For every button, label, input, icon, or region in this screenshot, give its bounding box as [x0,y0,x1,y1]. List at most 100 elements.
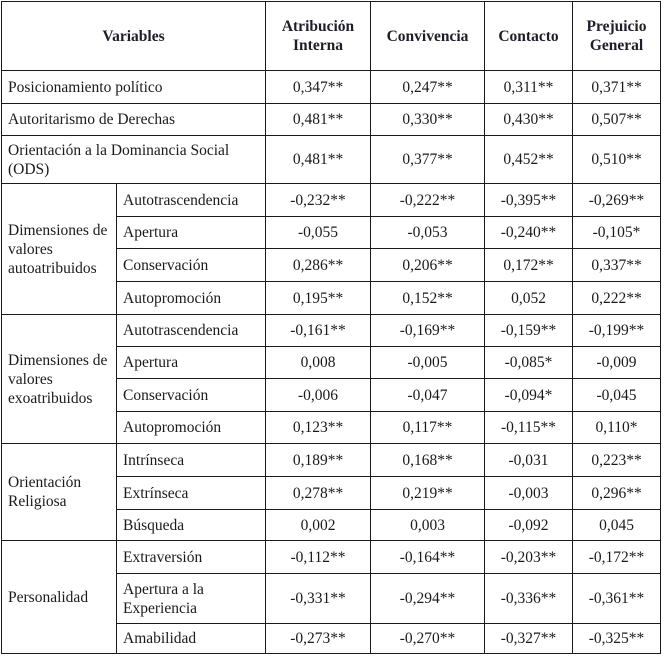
cell-value: -0,294** [370,573,485,624]
table-row: Autoritarismo de Derechas 0,481** 0,330*… [1,103,661,136]
cell-value: -0,161** [265,314,371,347]
header-convivencia: Convivencia [370,1,485,71]
cell-value: 0,452** [484,135,573,184]
cell-value: 0,002 [265,509,371,541]
header-line: Atribución [281,18,355,35]
cell-value: -0,199** [572,314,661,347]
table-row: Dimensiones de valores autoatribuidos Au… [1,183,661,315]
row-label: Amabilidad [116,623,266,654]
cell-value: -0,005 [370,346,485,379]
cell-value: -0,327** [484,623,573,654]
cell-value: 0,045 [572,509,661,541]
table-row: Orientación Religiosa Intrínseca 0,189**… [1,443,661,541]
header-contacto: Contacto [484,1,573,71]
cell-value: 0,008 [265,346,371,379]
row-label: Conservación [116,378,266,412]
cell-value: -0,269** [572,183,661,217]
row-label: Extraversión [116,540,266,574]
row-label: Autopromoción [116,411,266,444]
cell-value: -0,172** [572,540,661,574]
cell-value: -0,055 [265,216,371,249]
cell-value: -0,164** [370,540,485,574]
cell-value: 0,507** [572,103,661,136]
row-label: Autotrascendencia [116,314,266,347]
cell-value: 0,223** [572,443,661,477]
cell-value: 0,286** [265,248,371,282]
cell-value: 0,052 [484,281,573,315]
cell-value: 0,247** [370,70,485,104]
cell-value: 0,371** [572,70,661,104]
table-row: Amabilidad -0,273** -0,270** -0,327** -0… [2,623,661,654]
table-row: Apertura -0,055 -0,053 -0,240** -0,105* [2,216,661,249]
header-variables: Variables [1,1,266,71]
group-label: Dimensiones de valores autoatribuidos [1,183,117,315]
cell-value: 0,172** [484,248,573,282]
cell-value: -0,053 [370,216,485,249]
table-row: Autopromoción 0,195** 0,152** 0,052 0,22… [2,281,661,315]
cell-value: 0,003 [370,509,485,541]
cell-value: -0,222** [370,183,485,217]
cell-value: 0,110* [572,411,661,444]
row-label: Apertura [116,346,266,379]
row-label: Búsqueda [116,509,266,541]
row-label: Apertura [116,216,266,249]
cell-value: 0,481** [265,135,371,184]
cell-value: -0,094* [484,378,573,412]
cell-value: 0,481** [265,103,371,136]
group-label: Orientación Religiosa [1,443,117,541]
header-prejuicio-general: Prejuicio General [572,1,661,71]
cell-value: -0,336** [484,573,573,624]
cell-value: 0,278** [265,476,371,510]
table-row: Conservación 0,286** 0,206** 0,172** 0,3… [2,248,661,282]
header-line: Interna [293,37,343,54]
cell-value: 0,347** [265,70,371,104]
row-label: Autopromoción [116,281,266,315]
cell-value: 0,168** [370,443,485,477]
table-row: Apertura 0,008 -0,005 -0,085* -0,009 [2,346,661,379]
row-label: Apertura a la Experiencia [116,573,266,624]
cell-value: -0,105* [572,216,661,249]
cell-value: -0,159** [484,314,573,347]
cell-value: 0,430** [484,103,573,136]
header-line: General [589,37,644,54]
cell-value: 0,330** [370,103,485,136]
cell-value: 0,510** [572,135,661,184]
cell-value: -0,003 [484,476,573,510]
cell-value: -0,085* [484,346,573,379]
cell-value: -0,006 [265,378,371,412]
cell-value: -0,395** [484,183,573,217]
row-label: Autoritarismo de Derechas [1,103,266,136]
cell-value: 0,123** [265,411,371,444]
cell-value: 0,206** [370,248,485,282]
table-row: Apertura a la Experiencia -0,331** -0,29… [2,573,661,624]
cell-value: 0,117** [370,411,485,444]
cell-value: -0,047 [370,378,485,412]
cell-value: -0,270** [370,623,485,654]
table-row: Autopromoción 0,123** 0,117** -0,115** 0… [2,411,661,444]
table-row: Conservación -0,006 -0,047 -0,094* -0,04… [2,378,661,412]
cell-value: 0,189** [265,443,371,477]
row-label: Autotrascendencia [116,183,266,217]
cell-value: 0,377** [370,135,485,184]
row-label: Extrínseca [116,476,266,510]
table-row: Personalidad Extraversión -0,112** -0,16… [1,540,661,654]
group-label: Dimensiones de valores exoatribuidos [1,314,117,444]
cell-value: -0,240** [484,216,573,249]
cell-value: 0,152** [370,281,485,315]
row-label: Intrínseca [116,443,266,477]
header-atribucion-interna: Atribución Interna [265,1,371,71]
row-label: Posicionamiento político [1,70,266,104]
cell-value: -0,031 [484,443,573,477]
cell-value: -0,325** [572,623,661,654]
cell-value: 0,311** [484,70,573,104]
cell-value: 0,222** [572,281,661,315]
cell-value: -0,009 [572,346,661,379]
cell-value: -0,232** [265,183,371,217]
table-row: Posicionamiento político 0,347** 0,247**… [1,70,661,104]
cell-value: -0,361** [572,573,661,624]
table-row: Dimensiones de valores exoatribuidos Aut… [1,314,661,444]
cell-value: 0,296** [572,476,661,510]
group-label: Personalidad [1,540,117,654]
header-line: Prejuicio [586,18,647,35]
